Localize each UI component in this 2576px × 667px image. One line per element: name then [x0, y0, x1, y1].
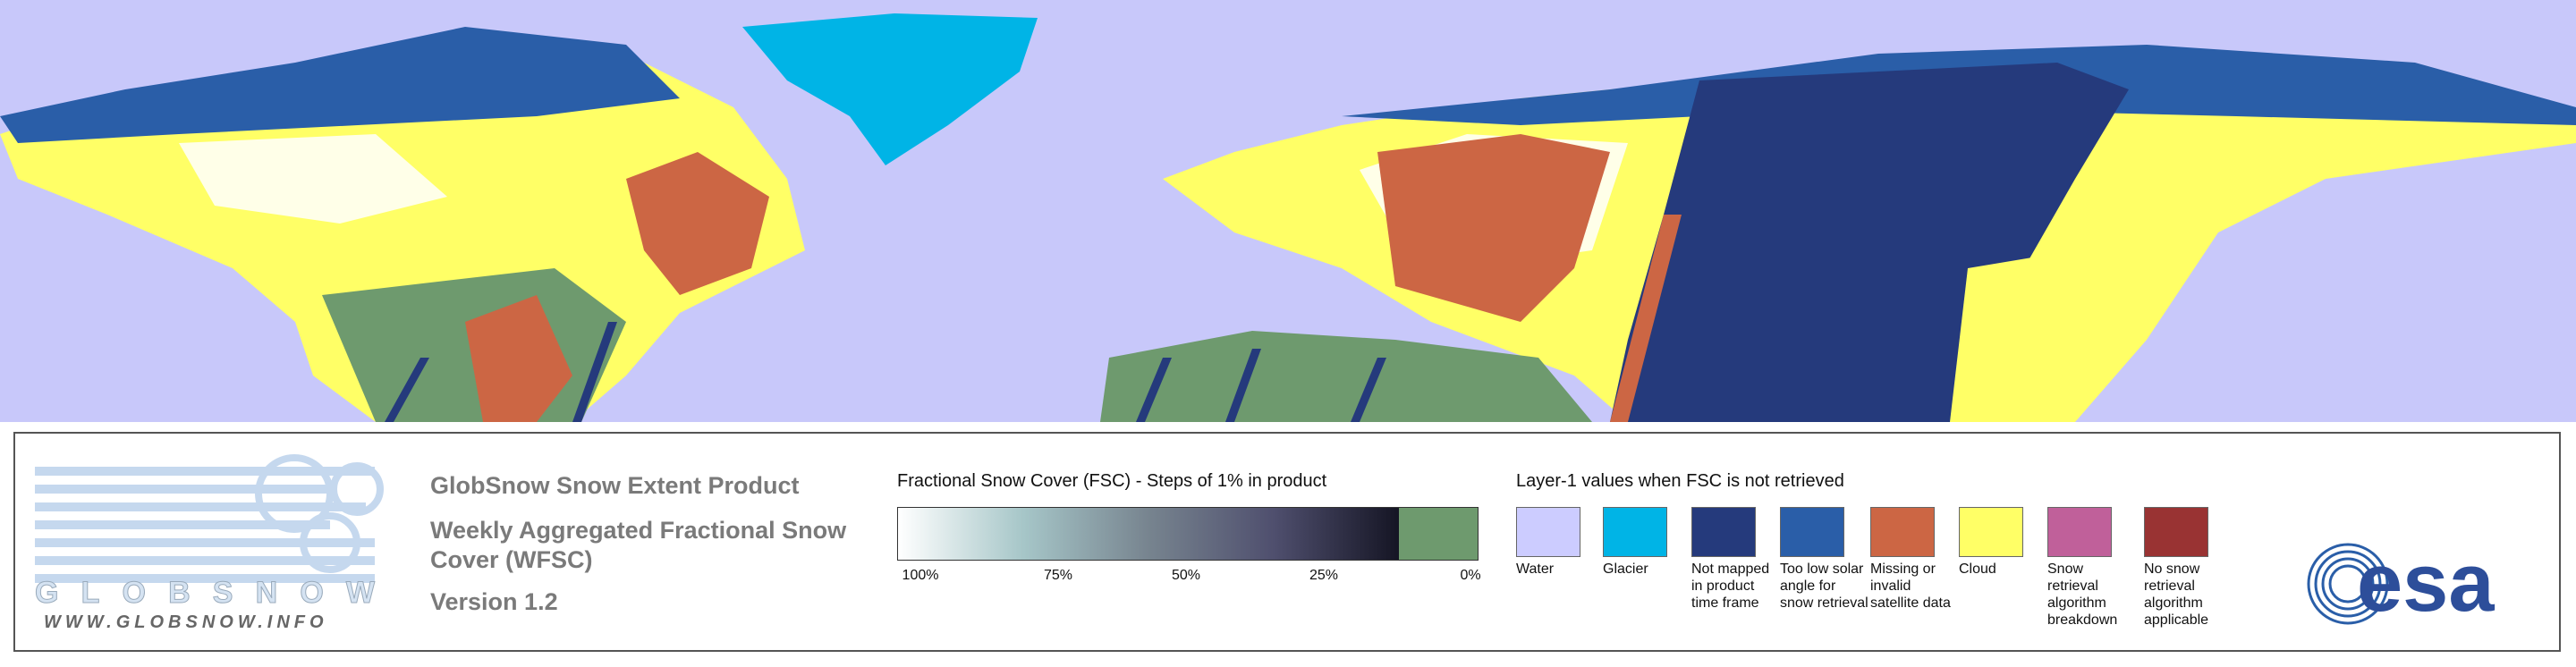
fsc-tick-label: 75% — [1043, 568, 1073, 583]
legend-swatch — [1780, 507, 1844, 557]
legend-swatch — [1603, 507, 1667, 557]
legend-label: Water — [1516, 561, 1555, 577]
legend-label: Snow retrieval algorithm breakdown — [2047, 561, 2118, 628]
legend-label: Missing or invalid satellite data — [1870, 561, 1951, 611]
layer1-title: Layer-1 values when FSC is not retrieved — [1516, 471, 1844, 491]
product-title: GlobSnow Snow Extent Product — [430, 472, 800, 499]
legend-swatch — [1870, 507, 1935, 557]
product-version: Version 1.2 — [430, 588, 558, 615]
fsc-no-snow — [1399, 508, 1478, 560]
fsc-gradient — [898, 508, 1399, 560]
legend-label: Glacier — [1603, 561, 1648, 577]
fsc-tick-label: 0% — [1460, 568, 1481, 583]
globsnow-logo: GLOBSNOW WWW.GLOBSNOW.INFO — [35, 454, 384, 632]
legend-label: Not mapped in product time frame — [1691, 561, 1770, 611]
fsc-colorbar — [897, 507, 1479, 561]
fsc-tick-label: 50% — [1171, 568, 1201, 583]
legend-swatch — [1959, 507, 2023, 557]
legend-swatch — [2047, 507, 2112, 557]
legend-label: Cloud — [1959, 561, 1996, 577]
legend-label: No snow retrieval algorithm applicable — [2144, 561, 2209, 628]
fsc-title: Fractional Snow Cover (FSC) - Steps of 1… — [897, 471, 1327, 491]
legend-swatch — [1691, 507, 1756, 557]
esa-logo: esa — [2307, 539, 2495, 629]
legend-swatch — [2144, 507, 2208, 557]
fsc-tick-label: 100% — [902, 568, 939, 583]
snow-map — [0, 0, 2576, 422]
logo-url: WWW.GLOBSNOW.INFO — [44, 612, 328, 632]
legend-swatch — [1516, 507, 1580, 557]
legend-panel: GLOBSNOW WWW.GLOBSNOW.INFO GlobSnow Snow… — [13, 432, 2561, 652]
legend-label: Too low solar angle for snow retrieval — [1780, 561, 1868, 611]
fsc-tick-label: 25% — [1309, 568, 1339, 583]
esa-text: esa — [2357, 539, 2495, 629]
product-subtitle: Weekly Aggregated Fractional Snow Cover … — [430, 517, 847, 573]
